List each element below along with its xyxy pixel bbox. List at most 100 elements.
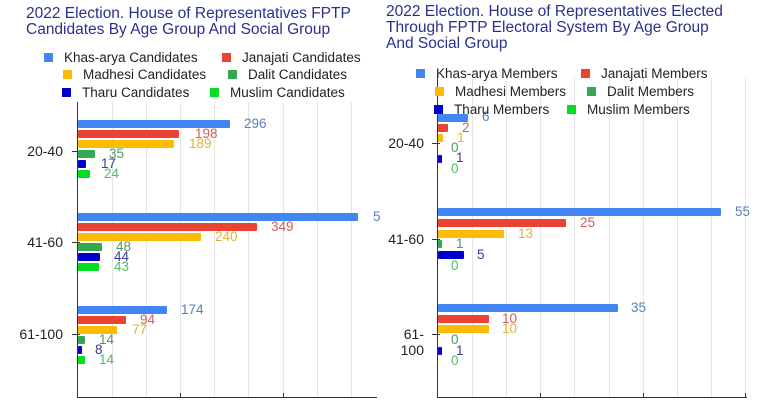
legend-swatch-icon <box>434 105 443 114</box>
bar <box>438 251 464 259</box>
bar <box>78 140 174 148</box>
bar <box>78 356 85 364</box>
y-axis <box>437 78 438 398</box>
bar <box>78 120 230 128</box>
bar <box>78 150 95 158</box>
bar <box>78 306 167 314</box>
legend-item: Dalit Members <box>587 84 694 99</box>
legend-label: Madhesi Members <box>455 84 567 99</box>
bar <box>78 243 102 251</box>
gridline <box>112 102 113 397</box>
value-label: 189 <box>189 136 212 151</box>
gridline <box>214 102 215 397</box>
legend-label: Muslim Candidates <box>230 85 345 100</box>
bar <box>438 347 442 355</box>
bar <box>78 170 90 178</box>
legend-label: Tharu Candidates <box>82 85 190 100</box>
legend-item: Khas-arya Members <box>416 66 558 81</box>
gridline <box>677 78 678 397</box>
y-tick <box>432 239 440 240</box>
category-label: 61-100 <box>19 326 63 342</box>
value-label: 6 <box>482 109 490 124</box>
legend-item: Madhesi Members <box>435 84 566 99</box>
value-label: 5 <box>477 247 485 262</box>
value-label: 0 <box>451 332 459 347</box>
chart-title: 2022 Election. House of Representatives … <box>386 4 723 52</box>
gridline <box>643 78 644 397</box>
x-tick <box>540 393 541 398</box>
category-label: 41-60 <box>388 231 424 247</box>
legend-swatch-icon <box>44 53 53 62</box>
legend-swatch-icon <box>228 70 237 79</box>
y-axis <box>77 102 78 398</box>
value-label: 24 <box>104 166 120 181</box>
y-tick <box>72 242 80 243</box>
legend-label: Khas-arya Candidates <box>64 50 198 65</box>
category-label: 41-60 <box>27 234 63 250</box>
bar <box>78 213 358 221</box>
legend-swatch-icon <box>63 70 72 79</box>
legend-label: Janajati Members <box>601 66 708 81</box>
legend-label: Madhesi Candidates <box>83 67 207 82</box>
bar <box>438 304 618 312</box>
chart-title-line: 2022 Election. House of Representatives … <box>26 5 351 22</box>
value-label: 14 <box>99 332 115 347</box>
chart-title-line: Candidates By Age Group And Social Group <box>26 21 331 38</box>
value-label: 2 <box>462 120 470 135</box>
legend-swatch-icon <box>222 53 231 62</box>
y-tick <box>432 334 440 335</box>
plot-area: 20-40 41-60 61-100 296 198 189 35 17 24 … <box>19 102 381 398</box>
value-label: 0 <box>451 161 459 176</box>
value-label: 10 <box>502 321 518 336</box>
value-label: 35 <box>109 146 125 161</box>
legend-swatch-icon <box>587 87 596 96</box>
x-axis <box>77 397 377 398</box>
value-label: 55 <box>735 204 751 219</box>
value-label: 349 <box>271 219 294 234</box>
gridline <box>574 78 575 397</box>
plot-area: 20-40 41-60 61-100 6 2 1 0 1 0 55 25 13 … <box>384 0 768 402</box>
value-label: 10 <box>502 311 518 326</box>
bar <box>438 134 443 142</box>
bar <box>78 316 126 324</box>
value-label: 5 <box>373 209 381 224</box>
legend-label: Khas-arya Members <box>436 66 558 81</box>
legend-label: Muslim Members <box>587 102 690 117</box>
value-label: 14 <box>99 352 115 367</box>
legend-swatch-icon <box>567 105 576 114</box>
value-label: 25 <box>580 215 596 230</box>
gridline <box>506 78 507 397</box>
gridline <box>609 78 610 397</box>
legend-item: Muslim Members <box>567 102 690 117</box>
bar <box>438 240 442 248</box>
legend-swatch-icon <box>416 69 425 78</box>
bar <box>438 124 448 132</box>
y-tick <box>72 334 80 335</box>
gridline <box>248 102 249 397</box>
legend-item: Tharu Candidates <box>62 85 189 100</box>
value-label: 94 <box>140 312 156 327</box>
gridline <box>317 102 318 397</box>
value-label: 17 <box>101 156 117 171</box>
value-label: 0 <box>451 353 459 368</box>
members-chart: 2022 Election. House of Representatives … <box>384 0 768 402</box>
chart-title-line: 2022 Election. House of Representatives … <box>386 3 723 20</box>
bar <box>438 219 566 227</box>
value-label: 8 <box>95 342 103 357</box>
bar <box>438 114 468 122</box>
chart-title: 2022 Election. House of Representatives … <box>26 6 351 38</box>
bar <box>438 208 721 216</box>
bar <box>438 325 489 333</box>
bar <box>78 233 201 241</box>
legend-swatch-icon <box>210 88 219 97</box>
y-tick <box>72 151 80 152</box>
value-label: 1 <box>456 150 464 165</box>
legend-item: Muslim Candidates <box>210 85 345 100</box>
legend-item: Dalit Candidates <box>228 67 347 82</box>
bar <box>78 160 86 168</box>
value-label: 1 <box>456 236 464 251</box>
category-label: 61-100 <box>400 326 424 358</box>
legend-item: Janajati Candidates <box>222 50 361 65</box>
value-label: 1 <box>456 343 464 358</box>
gridline <box>283 102 284 397</box>
